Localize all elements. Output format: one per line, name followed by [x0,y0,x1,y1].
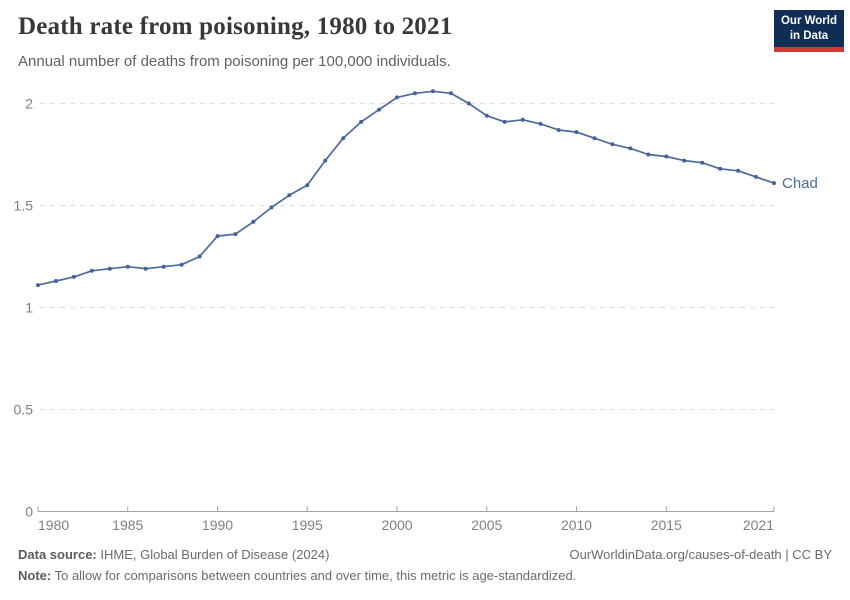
data-point[interactable] [574,130,579,135]
data-point[interactable] [359,119,364,124]
x-tick-label: 2015 [651,517,682,533]
data-point[interactable] [377,107,382,112]
data-point[interactable] [251,219,256,224]
data-point[interactable] [772,181,776,186]
owid-logo-text: Our World in Data [774,10,844,47]
data-point[interactable] [143,266,148,271]
data-point[interactable] [700,160,705,165]
data-point[interactable] [448,91,453,96]
data-point[interactable] [269,205,274,210]
chart-note: Note: To allow for comparisons between c… [18,568,577,583]
data-point[interactable] [36,283,40,288]
data-point[interactable] [592,136,597,141]
data-point[interactable] [502,119,507,124]
data-point[interactable] [161,264,166,269]
data-point[interactable] [754,174,758,179]
data-point[interactable] [305,183,310,188]
y-tick-label: 1 [25,300,33,316]
data-point[interactable] [341,136,346,141]
data-point[interactable] [54,279,58,283]
owid-logo-accent-bar [774,47,844,52]
chart-footer: Data source: IHME, Global Burden of Dise… [18,547,832,583]
data-point[interactable] [215,234,220,239]
data-point[interactable] [466,101,471,106]
data-point[interactable] [89,268,94,273]
data-point[interactable] [664,154,669,159]
owid-logo[interactable]: Our World in Data [774,10,844,52]
data-point[interactable] [323,158,328,163]
data-point[interactable] [197,254,202,259]
chart-subtitle: Annual number of deaths from poisoning p… [18,53,451,70]
y-tick-label: 1.5 [14,198,34,214]
data-point[interactable] [484,113,489,118]
data-point[interactable] [107,266,112,271]
chart-title: Death rate from poisoning, 1980 to 2021 [18,13,453,40]
data-point[interactable] [610,142,615,147]
data-point[interactable] [538,121,543,126]
data-point[interactable] [556,128,561,132]
data-point[interactable] [430,89,435,94]
data-point[interactable] [628,146,633,151]
data-point[interactable] [287,193,292,198]
series-label-chad[interactable]: Chad [782,175,818,192]
data-point[interactable] [520,117,525,122]
x-tick-label: 2005 [471,517,502,533]
x-tick-label: 1980 [38,517,69,533]
y-tick-label: 0.5 [14,402,34,418]
x-tick-label: 1995 [292,517,323,533]
data-point[interactable] [179,262,184,267]
x-tick-label: 1990 [202,517,233,533]
data-point[interactable] [125,264,130,269]
x-tick-label: 1985 [112,517,143,533]
data-point[interactable] [718,166,723,171]
x-tick-label: 2010 [561,517,592,533]
data-point[interactable] [233,232,238,237]
x-tick-label: 2000 [381,517,412,533]
data-source-text: Data source: IHME, Global Burden of Dise… [18,547,330,562]
data-point[interactable] [682,158,687,163]
y-tick-label: 2 [25,96,33,112]
series-line-chad[interactable] [37,90,775,286]
x-tick-label: 2021 [743,517,774,533]
data-point[interactable] [71,274,76,279]
data-point[interactable] [413,91,417,96]
data-point[interactable] [736,168,741,173]
owid-link[interactable]: OurWorldinData.org/causes-of-death | CC … [569,547,832,562]
data-point[interactable] [646,152,651,157]
data-point[interactable] [395,95,399,100]
y-tick-label: 0 [25,504,33,520]
